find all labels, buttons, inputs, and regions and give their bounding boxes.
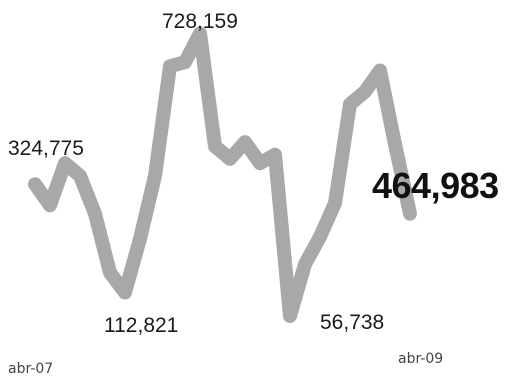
x-tick-label-start: abr-07 xyxy=(8,361,53,376)
x-tick-label-end: abr-09 xyxy=(398,351,443,367)
annotation-728159: 728,159 xyxy=(162,10,238,33)
series-line xyxy=(28,26,417,324)
annotation-112821: 112,821 xyxy=(104,314,178,337)
annotation-56738: 56,738 xyxy=(320,311,384,334)
annotation-324775: 324,775 xyxy=(8,137,84,160)
annotation-464983: 464,983 xyxy=(372,165,499,206)
